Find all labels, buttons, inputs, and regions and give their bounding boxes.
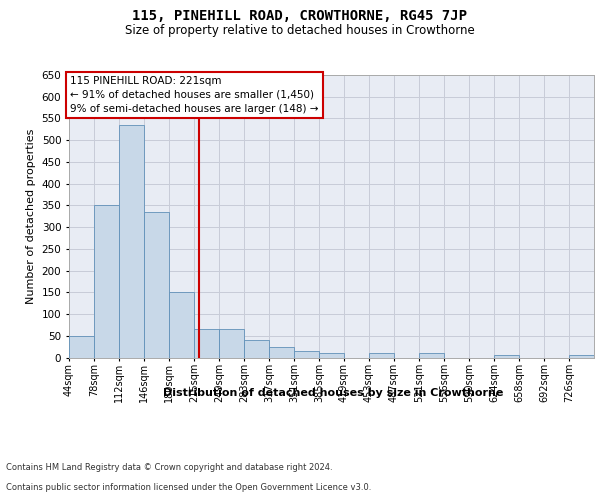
Bar (295, 351, 319, 358)
Bar (169, 292, 194, 358)
Bar (319, 353, 344, 358)
Y-axis label: Number of detached properties: Number of detached properties (26, 128, 36, 304)
Bar (119, 125, 143, 358)
Bar (94, 206, 119, 358)
Text: Distribution of detached houses by size in Crowthorne: Distribution of detached houses by size … (163, 388, 503, 398)
Bar (194, 329, 218, 358)
Bar (145, 212, 169, 358)
Text: Size of property relative to detached houses in Crowthorne: Size of property relative to detached ho… (125, 24, 475, 37)
Bar (494, 356, 518, 358)
Text: Contains public sector information licensed under the Open Government Licence v3: Contains public sector information licen… (6, 484, 371, 492)
Bar (269, 346, 293, 358)
Text: 115, PINEHILL ROAD, CROWTHORNE, RG45 7JP: 115, PINEHILL ROAD, CROWTHORNE, RG45 7JP (133, 9, 467, 23)
Bar (569, 356, 593, 358)
Text: 115 PINEHILL ROAD: 221sqm
← 91% of detached houses are smaller (1,450)
9% of sem: 115 PINEHILL ROAD: 221sqm ← 91% of detac… (70, 76, 319, 114)
Text: Contains HM Land Registry data © Crown copyright and database right 2024.: Contains HM Land Registry data © Crown c… (6, 464, 332, 472)
Bar (70, 336, 94, 357)
Bar (370, 353, 394, 358)
Bar (244, 340, 269, 357)
Bar (419, 353, 443, 358)
Bar (220, 329, 244, 358)
